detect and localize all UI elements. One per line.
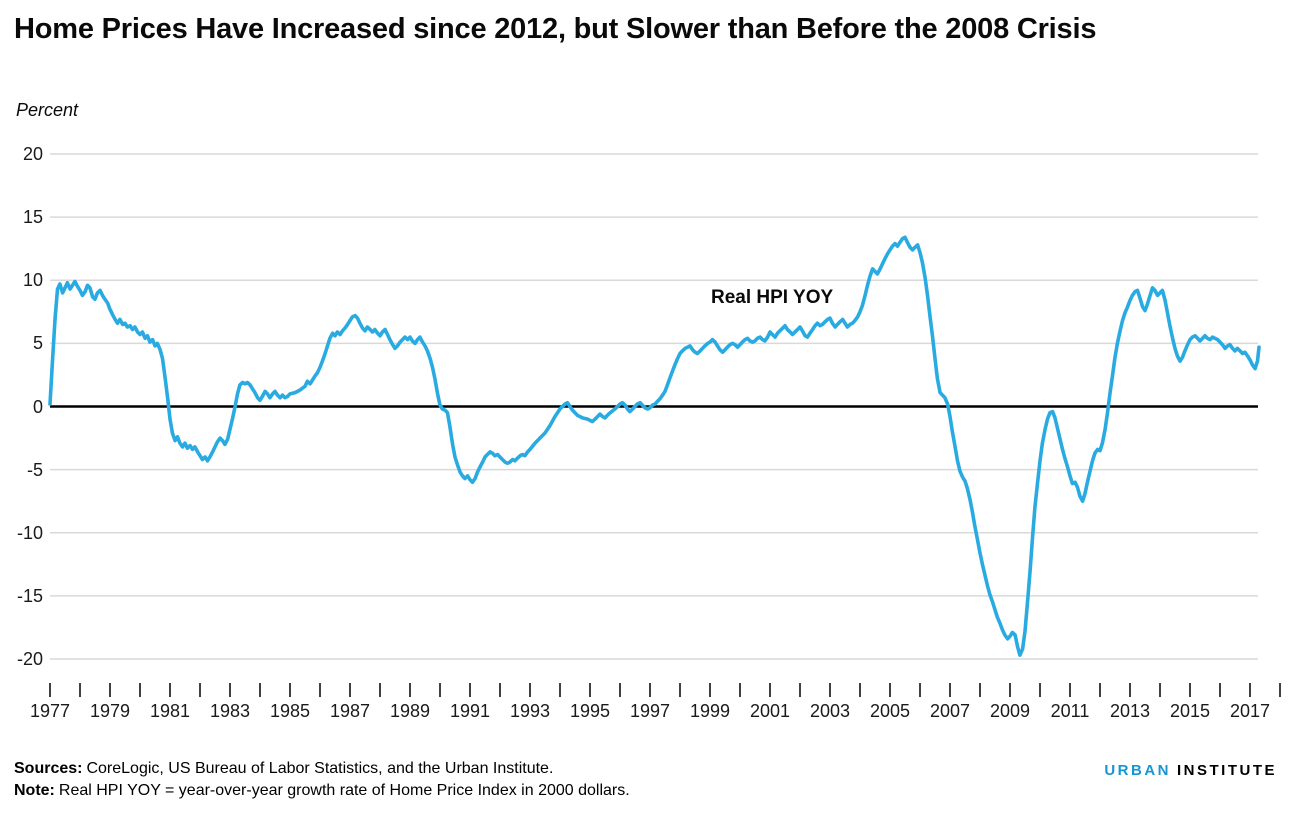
sources-text: CoreLogic, US Bureau of Labor Statistics… xyxy=(86,760,554,777)
y-tick-label: 10 xyxy=(22,270,43,291)
x-tick-label: 1999 xyxy=(689,701,731,721)
urban-institute-logo: URBAN INSTITUTE xyxy=(1104,762,1277,779)
x-tick-label: 1995 xyxy=(569,701,611,721)
y-tick-label: 5 xyxy=(32,333,43,354)
x-tick-label: 2013 xyxy=(1109,701,1151,721)
x-tick-label: 1991 xyxy=(449,701,491,721)
logo-word-institute: INSTITUTE xyxy=(1177,762,1277,779)
x-tick-label: 2011 xyxy=(1050,701,1090,721)
x-tick-label: 2015 xyxy=(1169,701,1211,721)
x-tick-label: 1993 xyxy=(509,701,551,721)
note-text: Real HPI YOY = year-over-year growth rat… xyxy=(58,782,630,799)
x-tick-label: 2009 xyxy=(989,701,1031,721)
sources-label: Sources: xyxy=(14,760,83,777)
y-tick-label: 20 xyxy=(22,144,43,164)
chart-canvas xyxy=(48,153,1281,697)
y-tick-label: 15 xyxy=(22,207,43,228)
x-tick-label: 2017 xyxy=(1229,701,1271,721)
x-tick-label: 2007 xyxy=(929,701,971,721)
y-tick-label: -20 xyxy=(16,649,43,669)
x-tick-label: 2005 xyxy=(869,701,911,721)
x-tick-label: 1983 xyxy=(209,701,251,721)
x-tick-label: 2001 xyxy=(749,701,791,721)
x-tick-label: 1977 xyxy=(29,701,71,721)
sources-line: Sources: CoreLogic, US Bureau of Labor St… xyxy=(14,758,630,780)
y-axis-unit-label: Percent xyxy=(16,100,79,120)
series-label-annotation: Real HPI YOY xyxy=(711,287,834,308)
x-tick-label: 1987 xyxy=(329,701,371,721)
y-tick-label: -10 xyxy=(16,522,43,543)
x-tick-label: 1989 xyxy=(389,701,431,721)
chart-title: Home Prices Have Increased since 2012, b… xyxy=(14,13,1097,45)
logo-word-urban: URBAN xyxy=(1104,762,1171,779)
note-line: Note: Real HPI YOY = year-over-year growt… xyxy=(14,780,630,802)
y-tick-label: 0 xyxy=(32,396,43,417)
hpi-yoy-line xyxy=(48,235,1261,658)
y-tick-label: -15 xyxy=(16,585,43,606)
x-tick-label: 1985 xyxy=(269,701,311,721)
source-note-block: Sources: CoreLogic, US Bureau of Labor St… xyxy=(14,758,630,802)
y-tick-label: -5 xyxy=(26,459,43,480)
x-tick-label: 1979 xyxy=(89,701,131,721)
x-tick-label: 1997 xyxy=(629,701,671,721)
note-label: Note: xyxy=(14,782,55,799)
x-tick-label: 1981 xyxy=(149,701,191,721)
x-tick-label: 2003 xyxy=(809,701,851,721)
